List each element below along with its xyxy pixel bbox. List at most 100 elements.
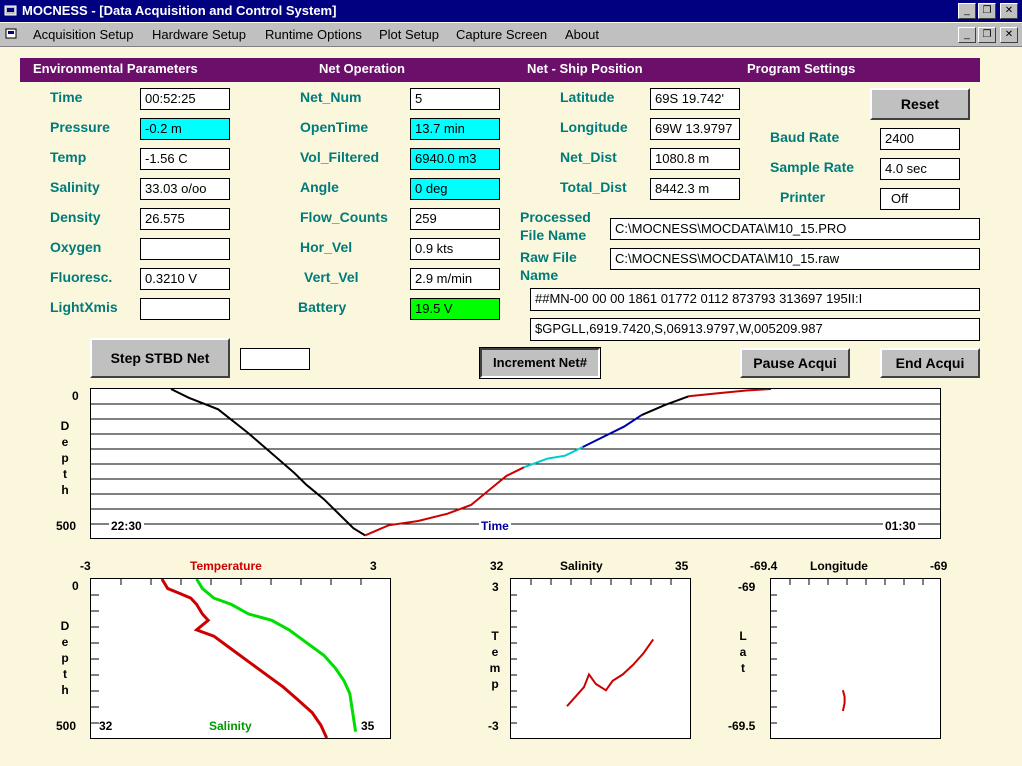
net-label-3: Angle [300,179,339,195]
env-field-1[interactable]: -0.2 m [140,118,230,140]
gps-data-line: $GPGLL,6919.7420,S,06913.9797,W,005209.9… [530,318,980,341]
profile-y-tick-top: 0 [72,579,79,593]
temp-salinity-svg [91,579,362,738]
app-icon [4,3,18,17]
processed-file-field[interactable]: C:\MOCNESS\MOCDATA\M10_15.PRO [610,218,980,240]
reset-button[interactable]: Reset [870,88,970,120]
longitude-lat-svg [771,579,924,724]
pos-field-2[interactable]: 1080.8 m [650,148,740,170]
env-field-4[interactable]: 26.575 [140,208,230,230]
env-label-4: Density [50,209,101,225]
section-environmental: Environmental Parameters [33,61,198,76]
depth-series-2 [523,446,584,469]
document-icon[interactable] [4,26,20,42]
menu-runtime-options[interactable]: Runtime Options [265,27,362,42]
window-title-bar: MOCNESS - [Data Acquisition and Control … [0,0,1022,22]
env-label-1: Pressure [50,119,110,135]
net-label-2: Vol_Filtered [300,149,380,165]
depth-series-5 [688,389,772,398]
net-field-6[interactable]: 2.9 m/min [410,268,500,290]
pos-field-1[interactable]: 69W 13.9797 [650,118,740,140]
processed-file-label-2: File Name [520,227,587,243]
sample-rate-field[interactable]: 4.0 sec [880,158,960,180]
raw-file-label: Raw File [520,249,577,265]
menu-acquisition-setup[interactable]: Acquisition Setup [33,27,134,42]
salinity-x-tick-left: 32 [99,719,113,733]
net-label-5: Hor_Vel [300,239,353,255]
ts-y-tick-bottom: -3 [488,719,499,733]
menu-capture-screen[interactable]: Capture Screen [456,27,548,42]
net-field-7[interactable]: 19.5 V [410,298,500,320]
ll-y-tick-top: -69 [738,580,756,594]
temp-x-tick-left: -3 [80,559,91,573]
time-start-tick: 22:30 [109,519,144,533]
depth-time-svg [91,389,940,537]
raw-file-field[interactable]: C:\MOCNESS\MOCDATA\M10_15.raw [610,248,980,270]
net-field-4[interactable]: 259 [410,208,500,230]
net-field-1[interactable]: 13.7 min [410,118,500,140]
menu-hardware-setup[interactable]: Hardware Setup [152,27,246,42]
env-field-6[interactable]: 0.3210 V [140,268,230,290]
section-header-bar: Environmental Parameters Net Operation N… [20,58,980,82]
depth-time-plot: 22:30 Time 01:30 [90,388,941,539]
salinity-temp-plot [510,578,691,739]
raw-file-label-2: Name [520,267,559,283]
child-close-icon[interactable]: ✕ [1000,27,1018,43]
printer-field[interactable]: Off [880,188,960,210]
menu-bar: Acquisition Setup Hardware Setup Runtime… [0,23,1022,47]
pos-label-2: Net_Dist [560,149,617,165]
profile-y-tick-bottom: 500 [56,719,77,733]
depth-time-y-tick-bottom: 500 [56,519,77,533]
depth-time-y-tick-top: 0 [72,389,79,403]
pos-field-3[interactable]: 8442.3 m [650,178,740,200]
env-field-0[interactable]: 00:52:25 [140,88,230,110]
profile-series-temperature [160,579,329,738]
pos-label-1: Longitude [560,119,628,135]
increment-net-button[interactable]: Increment Net# [479,347,601,379]
depth-series-0 [170,389,366,537]
env-field-5[interactable] [140,238,230,260]
pos-label-0: Latitude [560,89,615,105]
processed-file-label: Processed [520,209,591,225]
env-field-3[interactable]: 33.03 o/oo [140,178,230,200]
menu-about[interactable]: About [565,27,599,42]
pause-acqui-button[interactable]: Pause Acqui [740,348,850,378]
child-restore-icon[interactable]: ❐ [978,27,996,43]
ll-x-tick-left: -69.4 [750,559,778,573]
env-label-0: Time [50,89,83,105]
net-field-2[interactable]: 6940.0 m3 [410,148,500,170]
restore-icon[interactable]: ❐ [978,3,996,19]
menu-plot-setup[interactable]: Plot Setup [379,27,439,42]
temperature-title: Temperature [190,559,262,573]
env-field-7[interactable] [140,298,230,320]
ll-y-tick-bottom: -69.5 [728,719,756,733]
sample-rate-label: Sample Rate [770,159,855,175]
pos-field-0[interactable]: 69S 19.742' [650,88,740,110]
env-label-7: LightXmis [50,299,118,315]
net-field-0[interactable]: 5 [410,88,500,110]
baud-rate-field[interactable]: 2400 [880,128,960,150]
time-axis-label: Time [479,519,511,533]
env-field-2[interactable]: -1.56 C [140,148,230,170]
end-acqui-button[interactable]: End Acqui [880,348,980,378]
longitude-lat-plot [770,578,941,739]
env-label-2: Temp [50,149,87,165]
step-stbd-net-button[interactable]: Step STBD Net [90,338,230,378]
section-net-operation: Net Operation [319,61,405,76]
time-end-tick: 01:30 [883,519,918,533]
step-net-field[interactable] [240,348,310,370]
close-icon[interactable]: ✕ [1000,3,1018,19]
net-label-6: Vert_Vel [304,269,359,285]
minimize-icon[interactable]: _ [958,3,976,19]
net-label-1: OpenTime [300,119,369,135]
ll-x-tick-right: -69 [930,559,948,573]
ll-title: Longitude [810,559,868,573]
child-minimize-icon[interactable]: _ [958,27,976,43]
temp-salinity-plot: 32 Salinity 35 [90,578,391,739]
depth-series-4 [641,395,689,417]
net-field-3[interactable]: 0 deg [410,178,500,200]
net-field-5[interactable]: 0.9 kts [410,238,500,260]
